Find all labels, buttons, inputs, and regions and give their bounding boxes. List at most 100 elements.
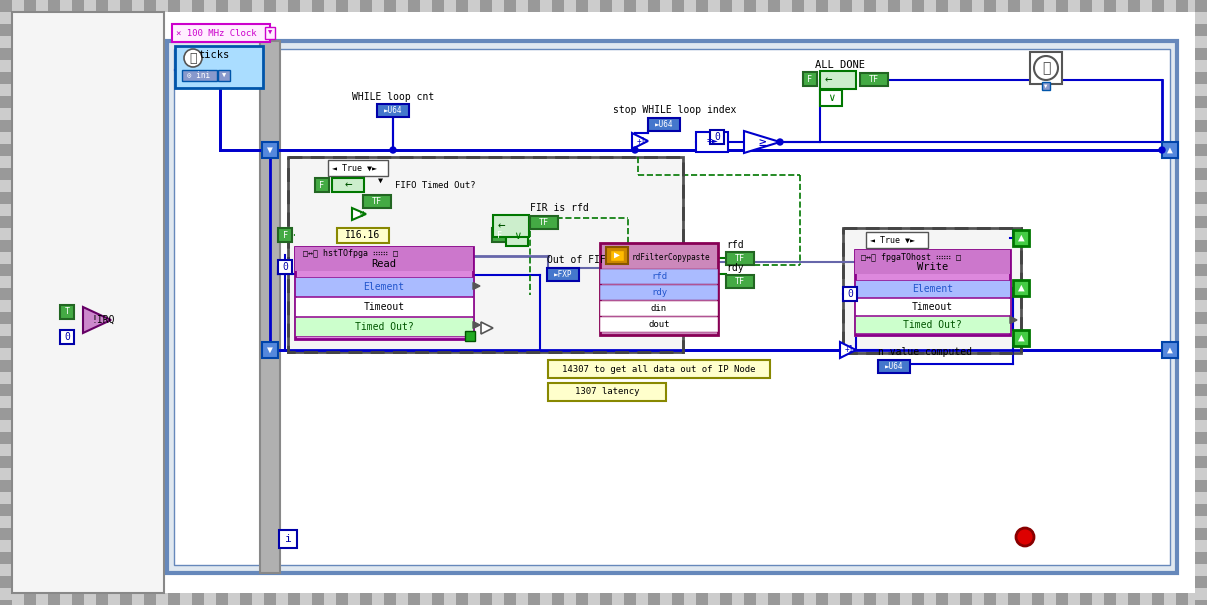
Bar bbox=[360, 0, 372, 12]
Bar bbox=[0, 312, 12, 324]
Bar bbox=[24, 593, 36, 605]
Bar bbox=[174, 49, 1170, 565]
Bar bbox=[0, 593, 12, 605]
Text: × 100 MHz Clock: × 100 MHz Clock bbox=[176, 28, 257, 38]
Bar bbox=[1092, 593, 1104, 605]
Bar bbox=[0, 588, 12, 600]
Bar bbox=[576, 0, 588, 12]
Bar bbox=[1044, 593, 1056, 605]
Bar bbox=[301, 0, 311, 12]
Bar bbox=[396, 593, 408, 605]
Bar bbox=[1139, 0, 1151, 12]
Bar bbox=[1195, 552, 1207, 564]
Bar bbox=[323, 593, 336, 605]
Bar bbox=[1195, 48, 1207, 60]
Bar bbox=[492, 0, 505, 12]
Bar bbox=[1013, 280, 1030, 296]
Text: ►FXP: ►FXP bbox=[554, 270, 572, 279]
Text: TF: TF bbox=[735, 254, 745, 263]
Bar bbox=[612, 593, 624, 605]
Bar bbox=[888, 0, 900, 12]
Bar bbox=[505, 593, 517, 605]
Bar bbox=[180, 0, 192, 12]
Bar bbox=[0, 600, 12, 605]
Bar bbox=[1195, 192, 1207, 204]
Text: 14307 to get all data out of IP Node: 14307 to get all data out of IP Node bbox=[562, 364, 756, 373]
Bar bbox=[660, 593, 672, 605]
Bar bbox=[1195, 156, 1207, 168]
Bar bbox=[1195, 312, 1207, 324]
Bar bbox=[266, 27, 275, 39]
Bar bbox=[912, 593, 925, 605]
Bar bbox=[792, 593, 804, 605]
Bar bbox=[725, 275, 754, 288]
Bar bbox=[107, 0, 119, 12]
Polygon shape bbox=[1010, 316, 1018, 324]
Bar bbox=[377, 104, 409, 117]
Bar bbox=[1195, 252, 1207, 264]
Bar bbox=[0, 0, 12, 12]
Text: T: T bbox=[64, 307, 70, 316]
Bar bbox=[1195, 300, 1207, 312]
Bar bbox=[996, 0, 1008, 12]
Bar bbox=[0, 276, 12, 288]
Bar bbox=[1176, 0, 1188, 12]
Bar bbox=[396, 0, 408, 12]
Bar bbox=[1195, 492, 1207, 504]
Bar bbox=[935, 593, 947, 605]
Bar bbox=[1195, 324, 1207, 336]
Text: Timeout: Timeout bbox=[363, 301, 404, 312]
Bar bbox=[204, 593, 216, 605]
Polygon shape bbox=[632, 133, 648, 149]
Text: din: din bbox=[651, 304, 667, 313]
Text: ⊙ ini: ⊙ ini bbox=[187, 71, 210, 80]
Bar bbox=[336, 0, 348, 12]
Bar bbox=[1104, 0, 1116, 12]
Bar bbox=[840, 0, 852, 12]
Bar bbox=[1176, 593, 1188, 605]
Circle shape bbox=[632, 147, 639, 153]
Bar bbox=[1200, 0, 1207, 12]
Bar bbox=[119, 0, 132, 12]
Bar bbox=[264, 593, 276, 605]
Bar bbox=[1195, 396, 1207, 408]
Bar bbox=[48, 593, 60, 605]
Bar bbox=[480, 593, 492, 605]
Bar bbox=[1195, 468, 1207, 480]
Bar bbox=[0, 348, 12, 360]
Bar bbox=[0, 384, 12, 396]
Bar bbox=[1044, 0, 1056, 12]
Bar bbox=[0, 120, 12, 132]
Text: Element: Element bbox=[912, 284, 954, 293]
Bar bbox=[301, 593, 311, 605]
Bar bbox=[288, 0, 301, 12]
Bar bbox=[1195, 36, 1207, 48]
Bar bbox=[1020, 0, 1032, 12]
Bar bbox=[0, 180, 12, 192]
Text: WHILE loop cnt: WHILE loop cnt bbox=[352, 92, 435, 102]
Bar bbox=[1151, 593, 1164, 605]
Bar bbox=[842, 228, 1021, 353]
Bar bbox=[540, 593, 552, 605]
Bar bbox=[0, 36, 12, 48]
Bar bbox=[612, 0, 624, 12]
Bar bbox=[432, 593, 444, 605]
Bar bbox=[1188, 0, 1200, 12]
Bar bbox=[744, 593, 756, 605]
Bar bbox=[0, 528, 12, 540]
Bar bbox=[828, 0, 840, 12]
Text: rfd: rfd bbox=[725, 240, 744, 250]
Bar bbox=[1195, 24, 1207, 36]
Bar bbox=[527, 593, 540, 605]
Bar bbox=[1139, 593, 1151, 605]
Bar bbox=[972, 0, 984, 12]
Bar bbox=[132, 0, 144, 12]
Bar bbox=[548, 383, 666, 401]
Bar bbox=[804, 0, 816, 12]
Bar bbox=[468, 0, 480, 12]
Bar bbox=[1195, 120, 1207, 132]
Bar bbox=[0, 420, 12, 432]
Bar bbox=[0, 12, 12, 24]
Bar bbox=[935, 0, 947, 12]
Bar bbox=[1195, 564, 1207, 576]
